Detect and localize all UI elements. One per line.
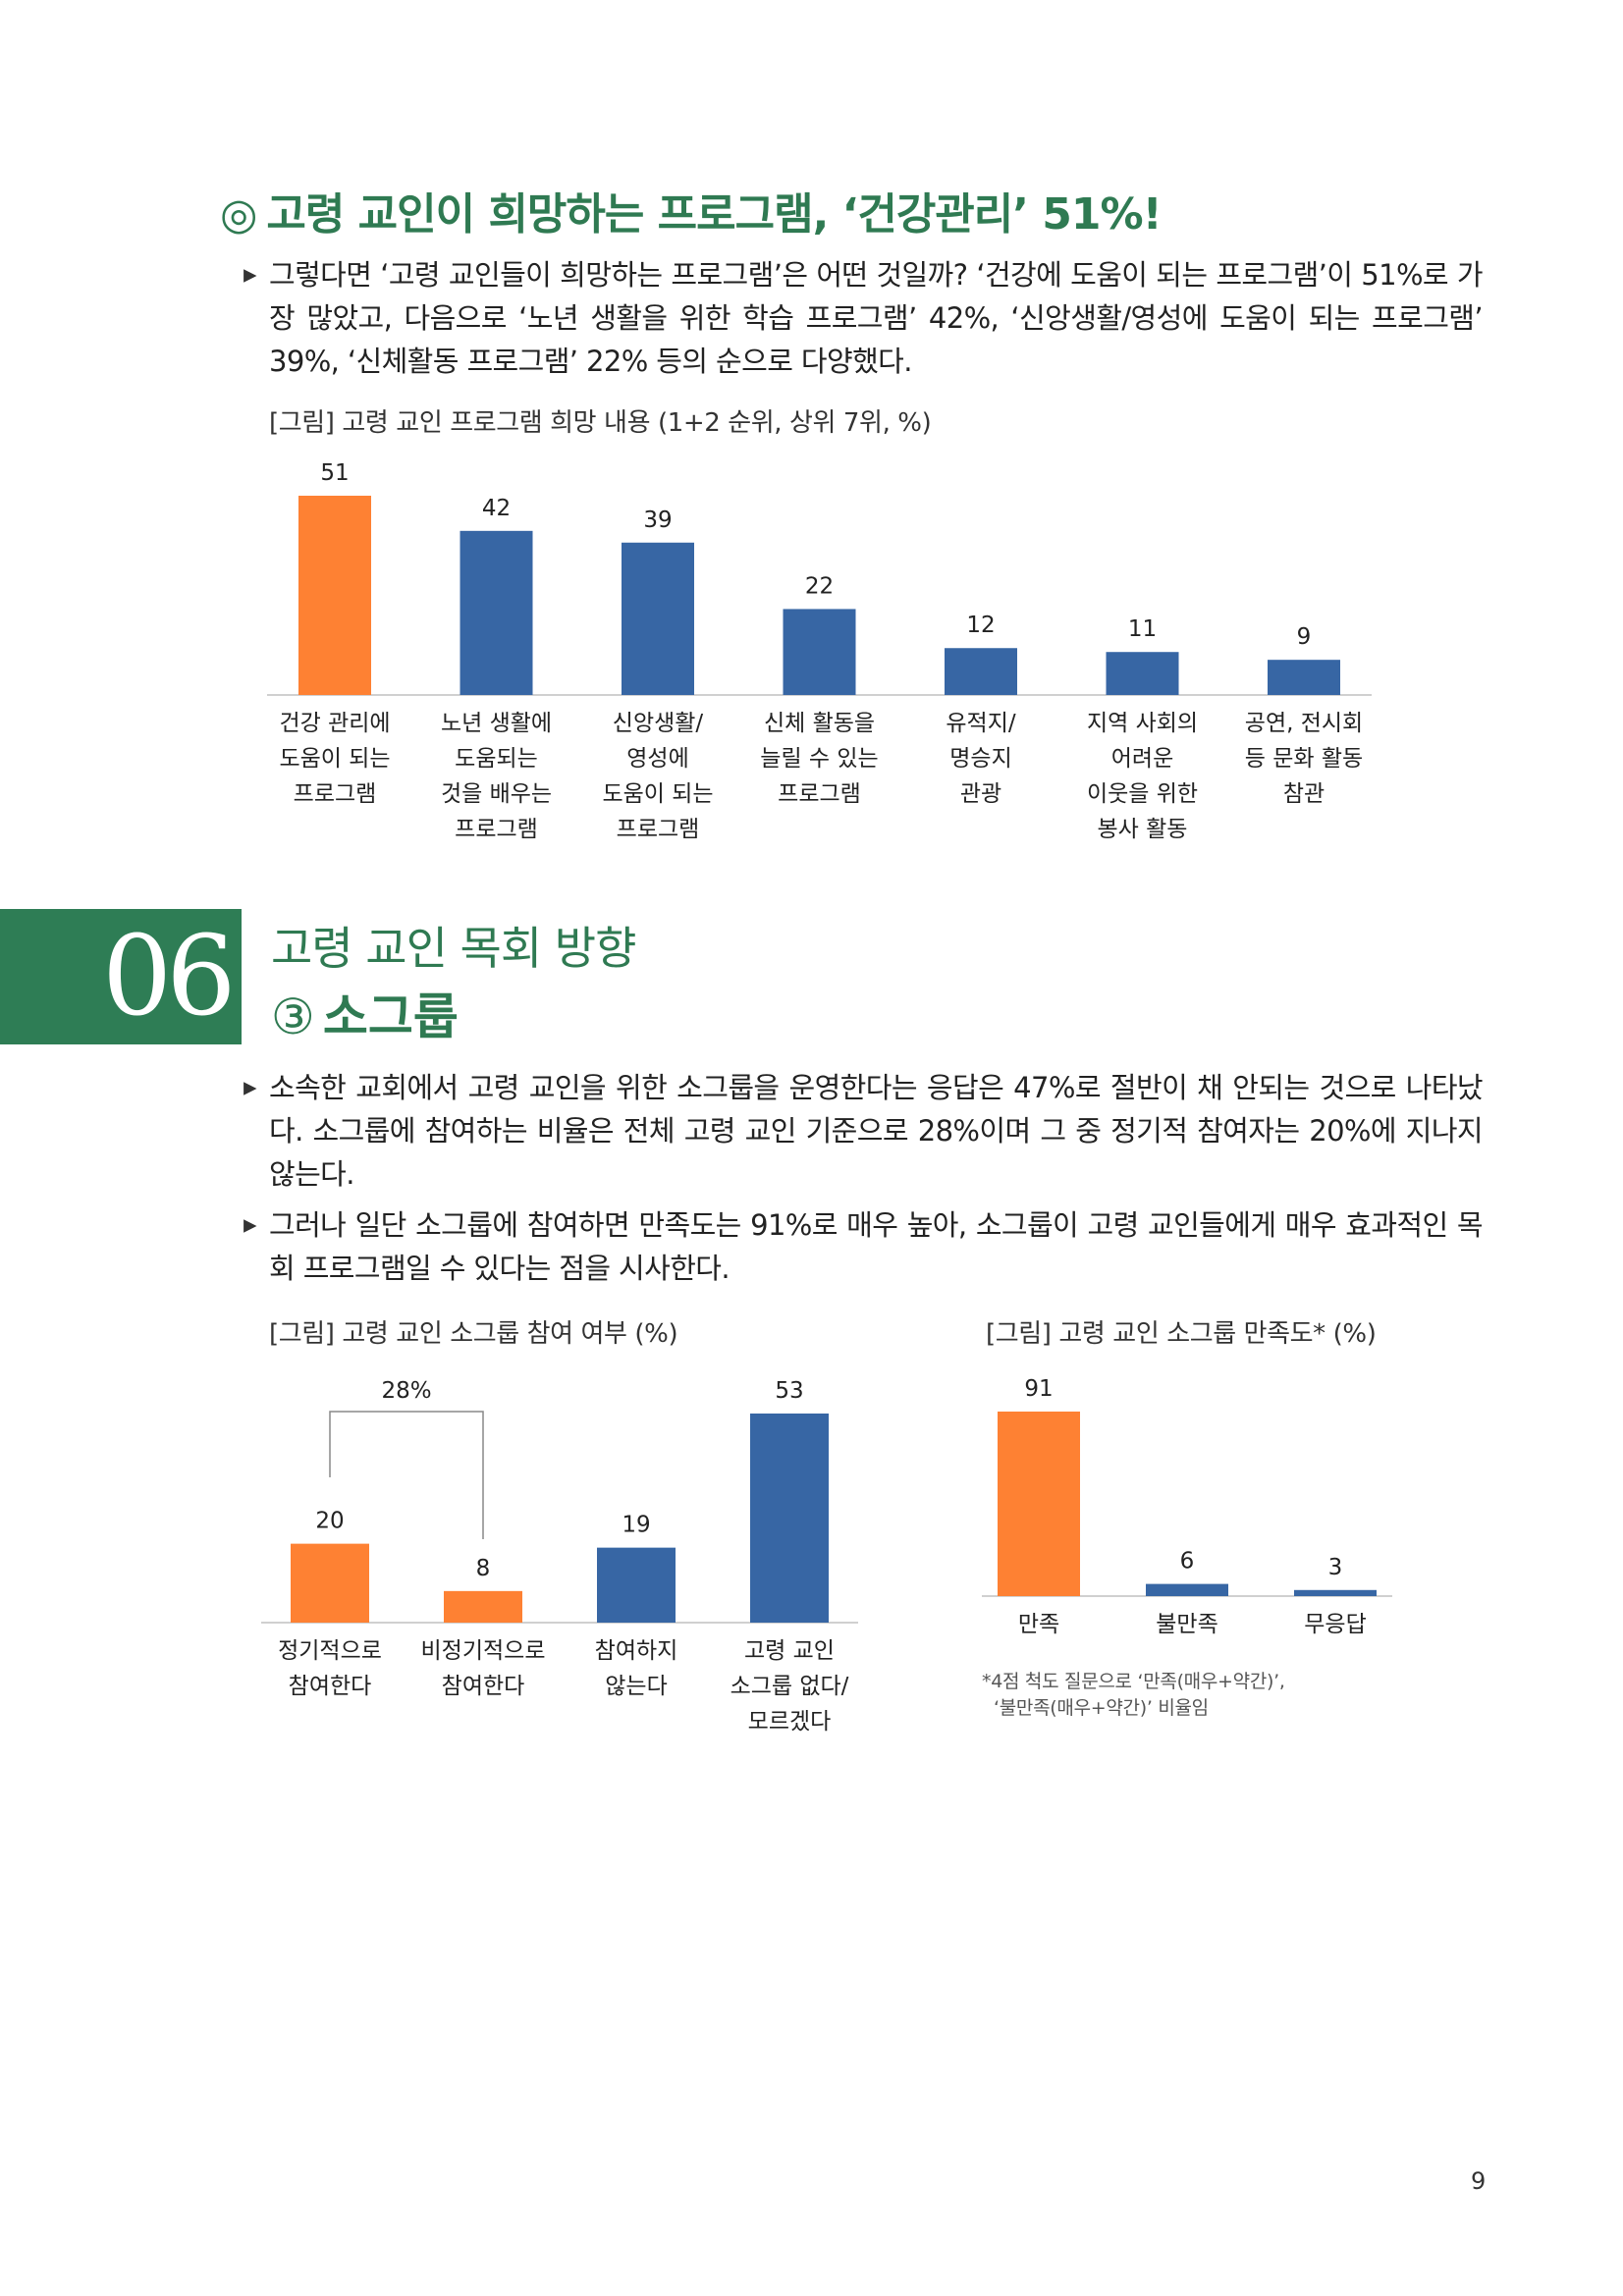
chart-category-label: 프로그램 bbox=[778, 781, 861, 807]
section-number-box bbox=[0, 909, 242, 1044]
footnote-line-2: ‘불만족(매우+약간)’ 비율임 bbox=[994, 1697, 1209, 1719]
section-subtitle: ③ 소그룹 bbox=[271, 978, 459, 1048]
chart-category-label: 건강 관리에 bbox=[279, 711, 390, 736]
chart-category-label: 관광 bbox=[960, 781, 1001, 807]
chart-bar bbox=[298, 496, 371, 695]
chart-category-label: 참관 bbox=[1283, 781, 1325, 807]
chart-value-label: 8 bbox=[476, 1556, 491, 1581]
heading-text: 고령 교인이 희망하는 프로그램, ‘건강관리’ 51%! bbox=[266, 189, 1162, 240]
bracket-label: 28% bbox=[381, 1378, 431, 1404]
chart-category-label: 않는다 bbox=[605, 1674, 667, 1699]
chart-value-label: 39 bbox=[643, 507, 672, 533]
chart-category-label: 고령 교인 bbox=[744, 1638, 835, 1664]
chart-value-label: 53 bbox=[775, 1378, 803, 1404]
chart-category-label: 신체 활동을 bbox=[764, 711, 875, 736]
chart-category-label: 비정기적으로 bbox=[421, 1638, 546, 1664]
chart-category-label: 공연, 전시회 bbox=[1245, 711, 1363, 736]
chart-category-label: 영성에 bbox=[626, 746, 688, 772]
chart-category-label: 노년 생활에 bbox=[441, 711, 552, 736]
chart-category-label: 도움이 되는 bbox=[602, 781, 713, 807]
chart-category-label: 신앙생활/ bbox=[613, 711, 704, 736]
chart-category-label: 불만족 bbox=[1156, 1612, 1217, 1637]
chart-category-label: 도움이 되는 bbox=[279, 746, 390, 772]
chart-bar bbox=[597, 1547, 676, 1623]
heading-mark-icon: ◎ bbox=[220, 189, 257, 240]
chart-value-label: 19 bbox=[622, 1513, 650, 1538]
chart3-smallgroup-satisfaction: 91 만족 6 불만족 3 무응답 bbox=[982, 1376, 1392, 1637]
chart-category-label: 유적지/ bbox=[946, 711, 1015, 736]
chart-category-label: 명승지 bbox=[949, 746, 1011, 772]
section-subtitle-text: 소그룹 bbox=[322, 988, 459, 1045]
bullet-icon: ▸ bbox=[243, 1072, 257, 1102]
body-paragraph-1: 소속한 교회에서 고령 교인을 위한 소그룹을 운영한다는 응답은 47%로 절… bbox=[269, 1071, 1484, 1191]
bracket-line bbox=[329, 1411, 484, 1539]
body-paragraph-2: 그러나 일단 소그룹에 참여하면 만족도는 91%로 매우 높아, 소그룹이 고… bbox=[269, 1208, 1484, 1285]
footnote-line-1: *4점 척도 질문으로 ‘만족(매우+약간)’, bbox=[982, 1671, 1285, 1692]
chart-category-label: 늘릴 수 있는 bbox=[760, 746, 878, 772]
chart-value-label: 42 bbox=[482, 496, 511, 521]
chart-bar bbox=[444, 1590, 522, 1623]
chart-bar bbox=[460, 530, 533, 695]
chart-bar bbox=[1106, 652, 1179, 695]
chart-category-label: 만족 bbox=[1018, 1612, 1059, 1637]
chart-category-label: 것을 배우는 bbox=[441, 781, 552, 807]
chart-bar bbox=[622, 542, 694, 695]
section-sub-mark: ③ bbox=[271, 988, 315, 1045]
chart-category-label: 등 문화 활동 bbox=[1245, 746, 1363, 772]
chart-value-label: 51 bbox=[320, 460, 349, 486]
chart-category-label: 프로그램 bbox=[455, 817, 538, 842]
page-number: 9 bbox=[1471, 2167, 1487, 2195]
chart-bar bbox=[1268, 660, 1340, 695]
chart-value-label: 20 bbox=[315, 1509, 344, 1534]
section-number: 06 bbox=[102, 913, 237, 1041]
chart2-caption: [그림] 고령 교인 소그룹 참여 여부 (%) bbox=[269, 1319, 678, 1349]
chart-value-label: 3 bbox=[1328, 1555, 1343, 1580]
section-title: 고령 교인 목회 방향 bbox=[271, 922, 636, 975]
bullet-icon: ▸ bbox=[243, 259, 257, 290]
intro-paragraph: 그렇다면 ‘고령 교인들이 희망하는 프로그램’은 어떤 것일까? ‘건강에 도… bbox=[269, 258, 1484, 378]
chart-category-label: 무응답 bbox=[1304, 1612, 1366, 1637]
chart-bar bbox=[998, 1412, 1080, 1596]
chart-bar bbox=[291, 1543, 369, 1623]
chart-category-label: 지역 사회의 bbox=[1087, 711, 1198, 736]
chart-value-label: 91 bbox=[1024, 1376, 1053, 1402]
chart-category-label: 참여한다 bbox=[289, 1674, 372, 1699]
chart-category-label: 어려운 bbox=[1111, 746, 1173, 772]
chart-category-label: 참여한다 bbox=[442, 1674, 525, 1699]
chart-bar bbox=[945, 648, 1017, 695]
chart-category-label: 프로그램 bbox=[617, 817, 700, 842]
chart-value-label: 12 bbox=[966, 613, 995, 638]
bullet-icon: ▸ bbox=[243, 1209, 257, 1240]
chart-bar bbox=[1146, 1583, 1228, 1596]
chart-value-label: 11 bbox=[1128, 616, 1157, 642]
chart-category-label: 도움되는 bbox=[455, 746, 538, 772]
chart-category-label: 봉사 활동 bbox=[1098, 817, 1188, 842]
chart1-caption: [그림] 고령 교인 프로그램 희망 내용 (1+2 순위, 상위 7위, %) bbox=[269, 408, 932, 438]
chart-category-label: 정기적으로 bbox=[278, 1638, 382, 1664]
chart-bar bbox=[750, 1414, 829, 1623]
chart-category-label: 프로그램 bbox=[294, 781, 377, 807]
chart-category-label: 이웃을 위한 bbox=[1087, 781, 1198, 807]
chart-category-label: 모르겠다 bbox=[748, 1709, 832, 1735]
chart3-footnote: *4점 척도 질문으로 ‘만족(매우+약간)’, ‘불만족(매우+약간)’ 비율… bbox=[982, 1669, 1285, 1722]
chart-category-label: 소그룹 없다/ bbox=[730, 1674, 849, 1699]
chart-value-label: 9 bbox=[1297, 624, 1312, 650]
chart3-caption: [그림] 고령 교인 소그룹 만족도* (%) bbox=[986, 1319, 1377, 1349]
chart-bar bbox=[1294, 1589, 1377, 1596]
chart-bar bbox=[783, 609, 856, 695]
chart-value-label: 22 bbox=[805, 573, 834, 599]
chart-category-label: 참여하지 bbox=[595, 1638, 678, 1664]
chart-value-label: 6 bbox=[1180, 1549, 1195, 1575]
page-heading: ◎ 고령 교인이 희망하는 프로그램, ‘건강관리’ 51%! bbox=[220, 179, 1163, 241]
